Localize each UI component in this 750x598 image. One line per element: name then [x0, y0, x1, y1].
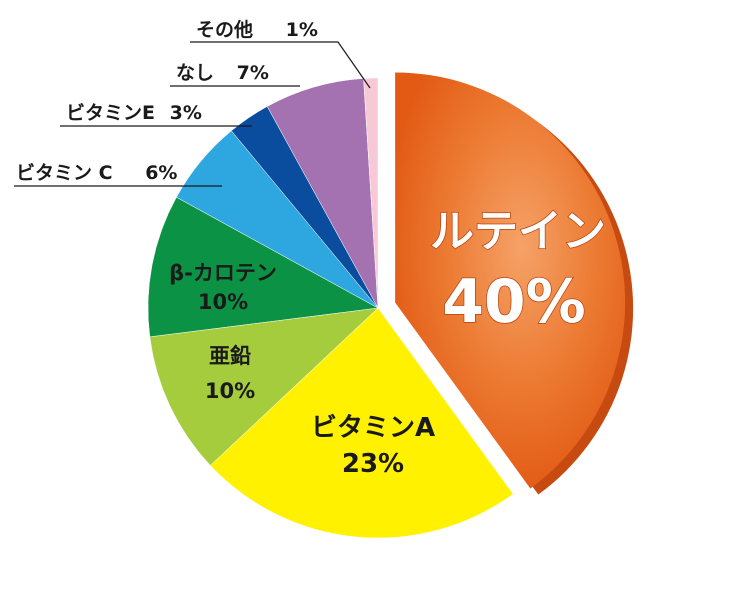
label-other-value: 1%: [286, 19, 318, 41]
label-none-value: 7%: [237, 62, 269, 84]
label-vitamin-e-name: ビタミンE: [66, 102, 155, 124]
label-vitamin-c-value: 6%: [145, 162, 177, 184]
pie-slice-lutein: [395, 72, 626, 489]
label-none: なし 7%: [176, 62, 269, 84]
label-vitamin-c-name: ビタミン C: [16, 162, 113, 184]
label-zinc-name: 亜鉛: [209, 344, 251, 368]
label-vitamin-c: ビタミン C 6%: [16, 162, 177, 184]
pie-slice-none: [266, 78, 379, 309]
label-none-name: なし: [176, 62, 214, 84]
label-other-name: その他: [196, 18, 253, 41]
pie-slice-beta-carotene: [147, 196, 379, 338]
label-vitamin-a-value: 23%: [342, 449, 404, 479]
label-lutein-name: ルテイン: [430, 206, 606, 257]
label-beta-carotene-name: β-カロテン: [169, 261, 277, 285]
label-zinc-value: 10%: [205, 379, 255, 403]
label-beta-carotene-value: 10%: [198, 290, 248, 314]
label-other: その他 1%: [196, 18, 318, 41]
label-lutein-value: 40%: [442, 267, 586, 337]
leader-line-other: [190, 41, 371, 89]
pie-slice-vitamin-a: [209, 307, 514, 539]
pie-slice-zinc: [149, 307, 379, 466]
label-vitamin-e-value: 3%: [170, 102, 202, 124]
label-vitamin-a-name: ビタミンA: [311, 413, 435, 443]
label-vitamin-e: ビタミンE 3%: [66, 102, 202, 124]
